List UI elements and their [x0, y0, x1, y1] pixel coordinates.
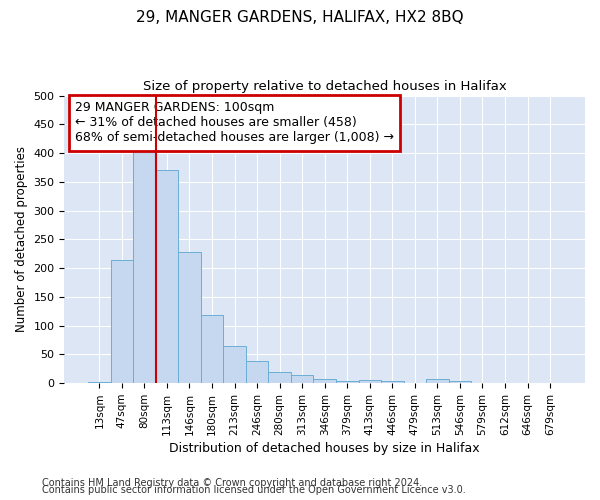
Bar [246, 362, 268, 383]
Text: Contains public sector information licensed under the Open Government Licence v3: Contains public sector information licen… [42, 485, 466, 495]
Bar [133, 150, 155, 383]
Bar [426, 378, 449, 383]
Bar [336, 382, 359, 383]
Bar [313, 379, 336, 383]
Text: 29, MANGER GARDENS, HALIFAX, HX2 8BQ: 29, MANGER GARDENS, HALIFAX, HX2 8BQ [136, 10, 464, 25]
Bar [201, 316, 223, 383]
Bar [110, 260, 133, 383]
Bar [268, 372, 291, 383]
Bar [155, 170, 178, 383]
X-axis label: Distribution of detached houses by size in Halifax: Distribution of detached houses by size … [169, 442, 480, 455]
Bar [178, 252, 201, 383]
Bar [449, 382, 471, 383]
Bar [381, 382, 404, 383]
Y-axis label: Number of detached properties: Number of detached properties [15, 146, 28, 332]
Bar [494, 382, 516, 383]
Bar [539, 382, 562, 383]
Bar [88, 382, 110, 383]
Bar [223, 346, 246, 383]
Bar [291, 375, 313, 383]
Title: Size of property relative to detached houses in Halifax: Size of property relative to detached ho… [143, 80, 506, 93]
Text: 29 MANGER GARDENS: 100sqm
← 31% of detached houses are smaller (458)
68% of semi: 29 MANGER GARDENS: 100sqm ← 31% of detac… [75, 102, 394, 144]
Bar [359, 380, 381, 383]
Text: Contains HM Land Registry data © Crown copyright and database right 2024.: Contains HM Land Registry data © Crown c… [42, 478, 422, 488]
